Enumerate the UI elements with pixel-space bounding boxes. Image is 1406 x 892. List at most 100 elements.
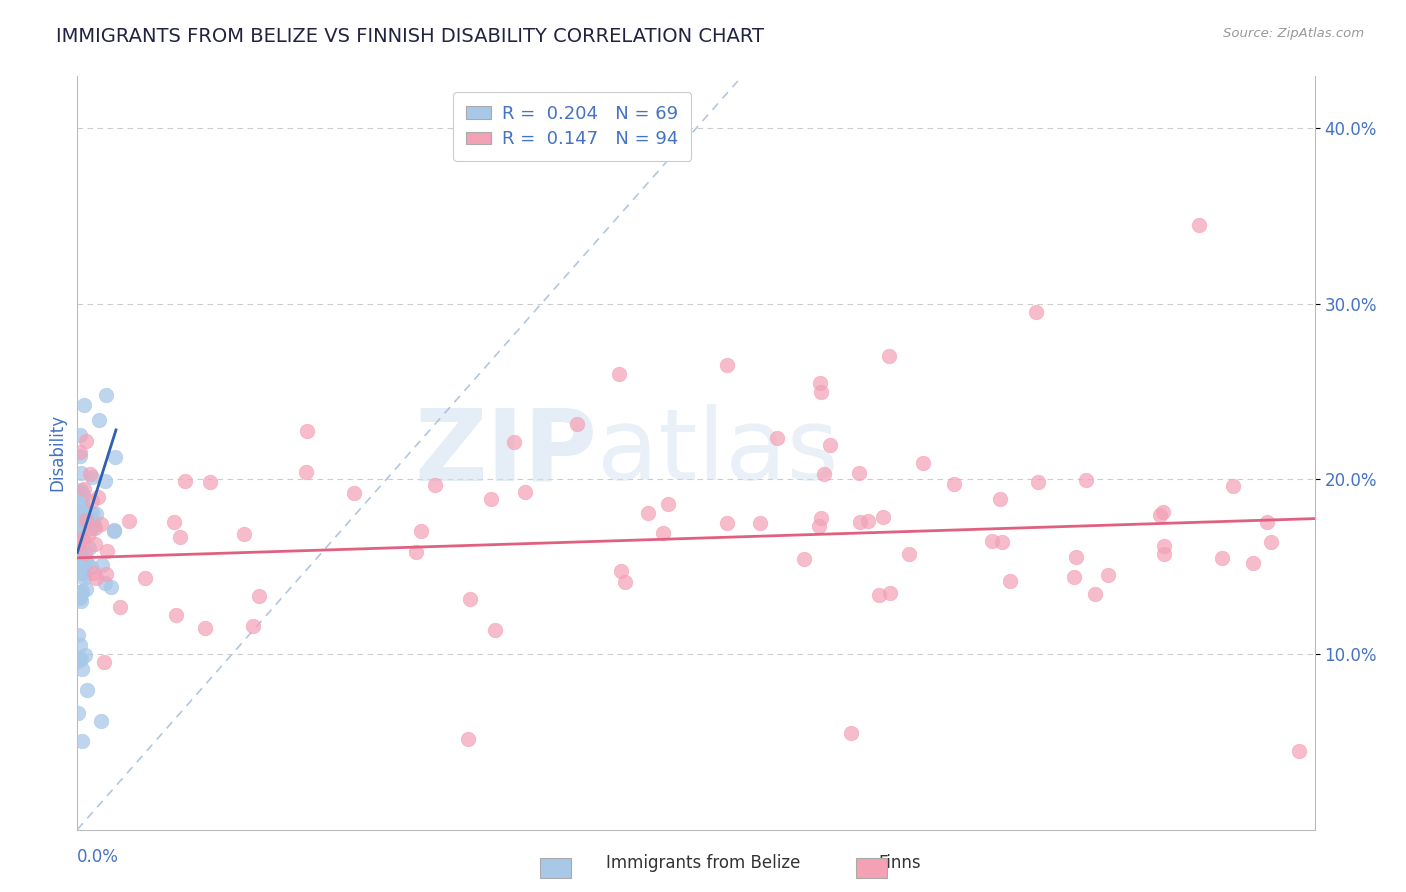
Point [247,589,270,603]
Point [66,654,89,668]
Point [110,600,132,615]
Point [94,576,117,591]
Point [479,491,502,506]
Point [991,534,1014,549]
Point [73,558,96,572]
Point [87,413,110,427]
Point [69,499,91,513]
Text: ZIP: ZIP [415,404,598,501]
Point [716,358,738,372]
Point [70,524,93,539]
Point [75,648,97,662]
Point [103,523,125,537]
Point [749,516,772,531]
Point [194,621,217,635]
Point [69,445,91,459]
Point [70,557,93,571]
Point [1074,473,1097,487]
Point [67,563,90,577]
Point [810,384,832,399]
Point [169,531,191,545]
Point [96,544,118,558]
Point [134,571,156,585]
Point [69,591,91,606]
Point [73,503,96,517]
Point [1084,587,1107,601]
Point [848,515,870,529]
Point [69,638,91,652]
Point [70,466,93,480]
Point [657,497,679,511]
Point [70,556,93,570]
Point [90,558,112,573]
Point [165,607,187,622]
Point [1097,567,1119,582]
Point [637,506,659,520]
Text: atlas: atlas [598,404,838,501]
Point [67,549,90,564]
Point [73,571,96,585]
Point [614,574,637,589]
Point [67,539,90,553]
Point [295,465,318,479]
Point [72,531,94,545]
Point [1149,508,1171,522]
Point [484,623,506,637]
Point [100,580,122,594]
Point [1211,551,1233,566]
Point [75,434,97,448]
Point [163,515,186,529]
Point [72,567,94,582]
Point [76,683,98,698]
Point [69,450,91,464]
Point [1256,515,1278,529]
Point [70,549,93,563]
Point [75,513,97,527]
Point [66,522,89,536]
Text: Source: ZipAtlas.com: Source: ZipAtlas.com [1223,27,1364,40]
Point [75,582,97,596]
Point [879,349,901,363]
Point [565,417,588,431]
Point [72,488,94,502]
Point [233,527,256,541]
Point [75,516,97,531]
Point [1153,540,1175,554]
Point [83,521,105,535]
Point [872,510,894,524]
Point [75,554,97,568]
Point [84,507,107,521]
Point [69,587,91,601]
Point [76,556,98,570]
Point [83,517,105,532]
Point [848,467,870,481]
Point [67,651,90,665]
Point [77,541,100,556]
Point [77,508,100,523]
Point [716,516,738,531]
Point [943,476,966,491]
Point [69,427,91,442]
Point [70,594,93,608]
Point [411,524,433,538]
Point [75,513,97,527]
Point [1241,556,1264,570]
Point [66,628,89,642]
Point [80,521,103,535]
Point [879,586,901,600]
Point [75,546,97,560]
Point [856,514,879,528]
Point [84,537,107,551]
Point [79,467,101,481]
Text: IMMIGRANTS FROM BELIZE VS FINNISH DISABILITY CORRELATION CHART: IMMIGRANTS FROM BELIZE VS FINNISH DISABI… [56,27,765,45]
Point [67,484,90,499]
Point [93,474,115,488]
Text: Finns: Finns [879,855,921,872]
Point [897,547,920,561]
Point [70,584,93,599]
Point [1064,550,1087,565]
Point [94,388,117,402]
Point [460,592,482,607]
Point [70,532,93,546]
Point [87,490,110,504]
